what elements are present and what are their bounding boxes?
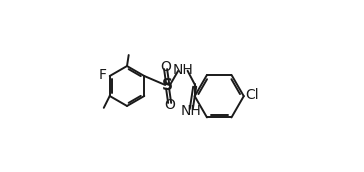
Text: Cl: Cl <box>245 88 259 102</box>
Text: O: O <box>164 98 175 112</box>
Text: O: O <box>160 60 171 74</box>
Text: NH: NH <box>181 104 202 118</box>
Text: NH: NH <box>173 63 193 77</box>
Text: F: F <box>99 68 107 82</box>
Text: S: S <box>162 78 173 94</box>
